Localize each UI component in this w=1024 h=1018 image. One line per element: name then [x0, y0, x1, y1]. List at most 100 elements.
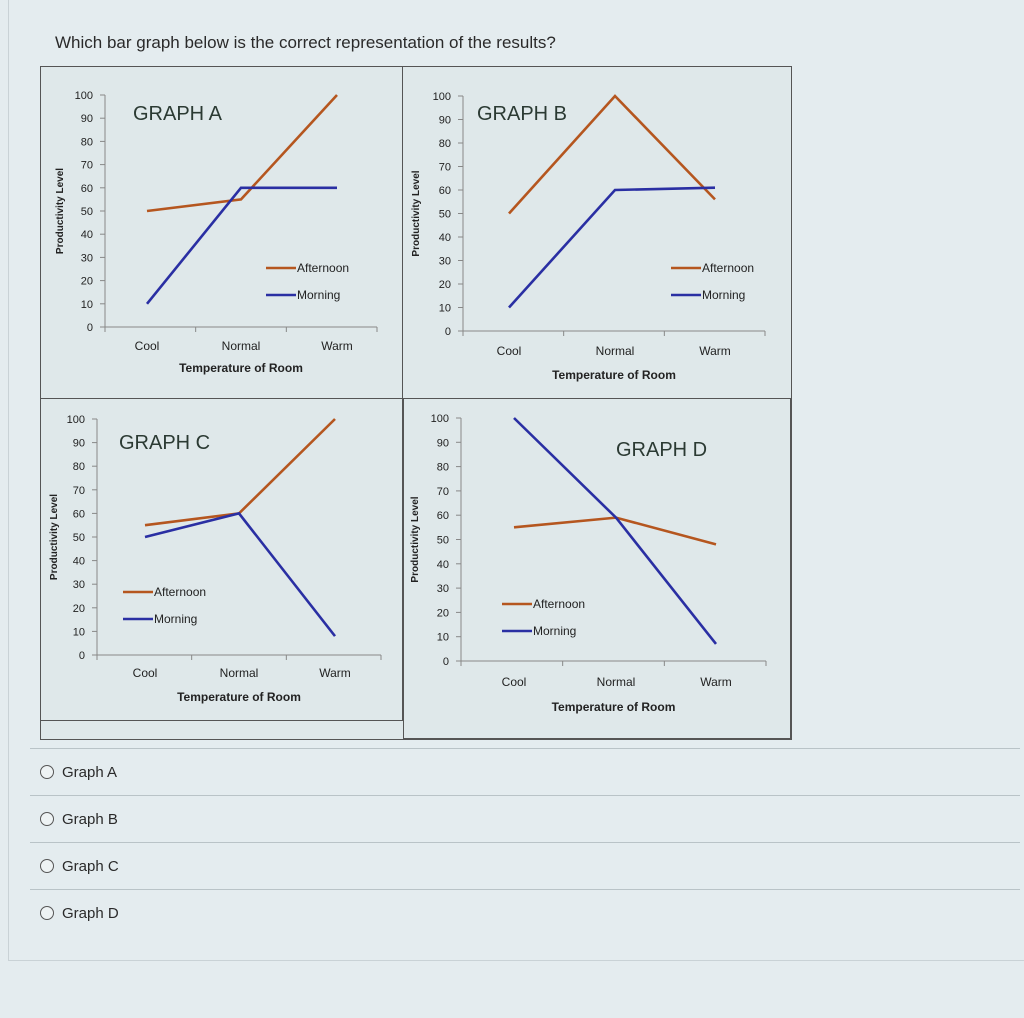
svg-text:10: 10: [73, 626, 85, 638]
svg-text:Morning: Morning: [154, 612, 197, 626]
option-graph-a[interactable]: Graph A: [30, 748, 1020, 795]
radio-button[interactable]: [40, 765, 54, 779]
svg-text:40: 40: [81, 229, 93, 241]
svg-text:Productivity Level: Productivity Level: [411, 170, 422, 256]
line-chart: 0 10 20 30 40 50 60 70 80 90 100 Cool Normal Warm Temp…: [49, 414, 382, 704]
svg-text:80: 80: [81, 136, 93, 148]
svg-text:20: 20: [73, 603, 85, 615]
svg-text:GRAPH C: GRAPH C: [119, 432, 210, 454]
graph-b-panel: 0 10 20 30 40 50 60 70 80 90 100 Cool Normal Warm Temp…: [403, 67, 791, 399]
graphs-grid: 0 10 20 30 40 50 60 70 80 90 100 Cool Normal Warm Temp…: [40, 66, 792, 740]
svg-text:50: 50: [73, 532, 85, 544]
svg-text:Warm: Warm: [699, 344, 731, 358]
svg-text:100: 100: [75, 90, 93, 102]
line-chart: 0 10 20 30 40 50 60 70 80 90 100 Cool Normal Warm Temp…: [55, 90, 378, 375]
svg-text:100: 100: [431, 413, 449, 425]
svg-text:Normal: Normal: [596, 344, 635, 358]
svg-text:Warm: Warm: [700, 675, 732, 689]
svg-text:Afternoon: Afternoon: [297, 261, 349, 275]
svg-text:Cool: Cool: [502, 675, 527, 689]
svg-text:10: 10: [439, 303, 451, 315]
radio-button[interactable]: [40, 906, 54, 920]
svg-text:Temperature of Room: Temperature of Room: [552, 368, 676, 382]
svg-text:Productivity Level: Productivity Level: [410, 496, 421, 582]
svg-text:Normal: Normal: [597, 675, 636, 689]
option-label: Graph B: [62, 810, 118, 828]
svg-text:GRAPH D: GRAPH D: [616, 439, 707, 461]
svg-text:GRAPH B: GRAPH B: [477, 103, 567, 125]
svg-text:Afternoon: Afternoon: [533, 597, 585, 611]
option-graph-d[interactable]: Graph D: [30, 889, 1020, 936]
svg-text:90: 90: [73, 438, 85, 450]
svg-text:60: 60: [73, 508, 85, 520]
question-text: Which bar graph below is the correct rep…: [55, 33, 556, 52]
svg-text:Morning: Morning: [702, 288, 745, 302]
svg-text:50: 50: [81, 206, 93, 218]
svg-text:30: 30: [439, 256, 451, 268]
svg-text:Cool: Cool: [133, 666, 158, 680]
svg-text:20: 20: [437, 607, 449, 619]
svg-text:0: 0: [87, 322, 93, 334]
svg-text:Temperature of Room: Temperature of Room: [552, 700, 676, 714]
svg-text:30: 30: [73, 579, 85, 591]
svg-text:100: 100: [67, 414, 85, 426]
svg-text:Morning: Morning: [297, 288, 340, 302]
svg-text:Warm: Warm: [319, 666, 351, 680]
svg-text:30: 30: [81, 252, 93, 264]
svg-text:70: 70: [437, 486, 449, 498]
svg-text:0: 0: [443, 656, 449, 668]
svg-text:90: 90: [81, 113, 93, 125]
svg-text:100: 100: [433, 91, 451, 103]
svg-text:60: 60: [81, 183, 93, 195]
svg-text:80: 80: [73, 461, 85, 473]
svg-text:70: 70: [81, 160, 93, 172]
svg-text:30: 30: [437, 583, 449, 595]
svg-text:Afternoon: Afternoon: [702, 261, 754, 275]
svg-text:40: 40: [439, 232, 451, 244]
svg-text:60: 60: [439, 185, 451, 197]
option-graph-b[interactable]: Graph B: [30, 795, 1020, 842]
radio-button[interactable]: [40, 859, 54, 873]
option-graph-c[interactable]: Graph C: [30, 842, 1020, 889]
svg-text:Temperature of Room: Temperature of Room: [177, 690, 301, 704]
svg-text:Productivity Level: Productivity Level: [55, 168, 66, 254]
line-chart: 0 10 20 30 40 50 60 70 80 90 100 Cool Normal Warm Temp…: [410, 413, 767, 714]
svg-text:20: 20: [81, 276, 93, 288]
svg-text:90: 90: [439, 115, 451, 127]
svg-text:70: 70: [439, 162, 451, 174]
svg-text:Normal: Normal: [222, 339, 261, 353]
answer-options: Graph A Graph B Graph C Graph D: [30, 748, 1020, 936]
svg-text:Warm: Warm: [321, 339, 353, 353]
graph-c-panel: 0 10 20 30 40 50 60 70 80 90 100 Cool Normal Warm Temp…: [41, 399, 403, 721]
svg-text:50: 50: [439, 209, 451, 221]
svg-text:Cool: Cool: [497, 344, 522, 358]
svg-text:80: 80: [437, 462, 449, 474]
svg-text:Cool: Cool: [135, 339, 160, 353]
option-label: Graph A: [62, 763, 118, 781]
svg-text:Productivity Level: Productivity Level: [49, 494, 60, 580]
svg-text:40: 40: [73, 556, 85, 568]
svg-text:50: 50: [437, 535, 449, 547]
svg-text:40: 40: [437, 559, 449, 571]
svg-text:90: 90: [437, 437, 449, 449]
svg-text:70: 70: [73, 485, 85, 497]
svg-text:Temperature of Room: Temperature of Room: [179, 361, 303, 375]
svg-text:0: 0: [79, 650, 85, 662]
svg-text:Morning: Morning: [533, 624, 576, 638]
option-label: Graph D: [62, 904, 119, 922]
svg-text:GRAPH A: GRAPH A: [133, 103, 223, 125]
option-label: Graph C: [62, 857, 119, 875]
radio-button[interactable]: [40, 812, 54, 826]
svg-text:80: 80: [439, 138, 451, 150]
svg-text:Afternoon: Afternoon: [154, 585, 206, 599]
graph-a-panel: 0 10 20 30 40 50 60 70 80 90 100 Cool Normal Warm Temp…: [41, 67, 403, 399]
page-frame: [8, 0, 1024, 961]
svg-text:10: 10: [437, 632, 449, 644]
graph-d-panel: 0 10 20 30 40 50 60 70 80 90 100 Cool Normal Warm Temp…: [403, 399, 791, 739]
svg-text:0: 0: [445, 326, 451, 338]
svg-text:Normal: Normal: [220, 666, 259, 680]
line-chart: 0 10 20 30 40 50 60 70 80 90 100 Cool Normal Warm Temp…: [411, 91, 766, 382]
svg-text:20: 20: [439, 279, 451, 291]
svg-text:60: 60: [437, 510, 449, 522]
svg-text:10: 10: [81, 299, 93, 311]
